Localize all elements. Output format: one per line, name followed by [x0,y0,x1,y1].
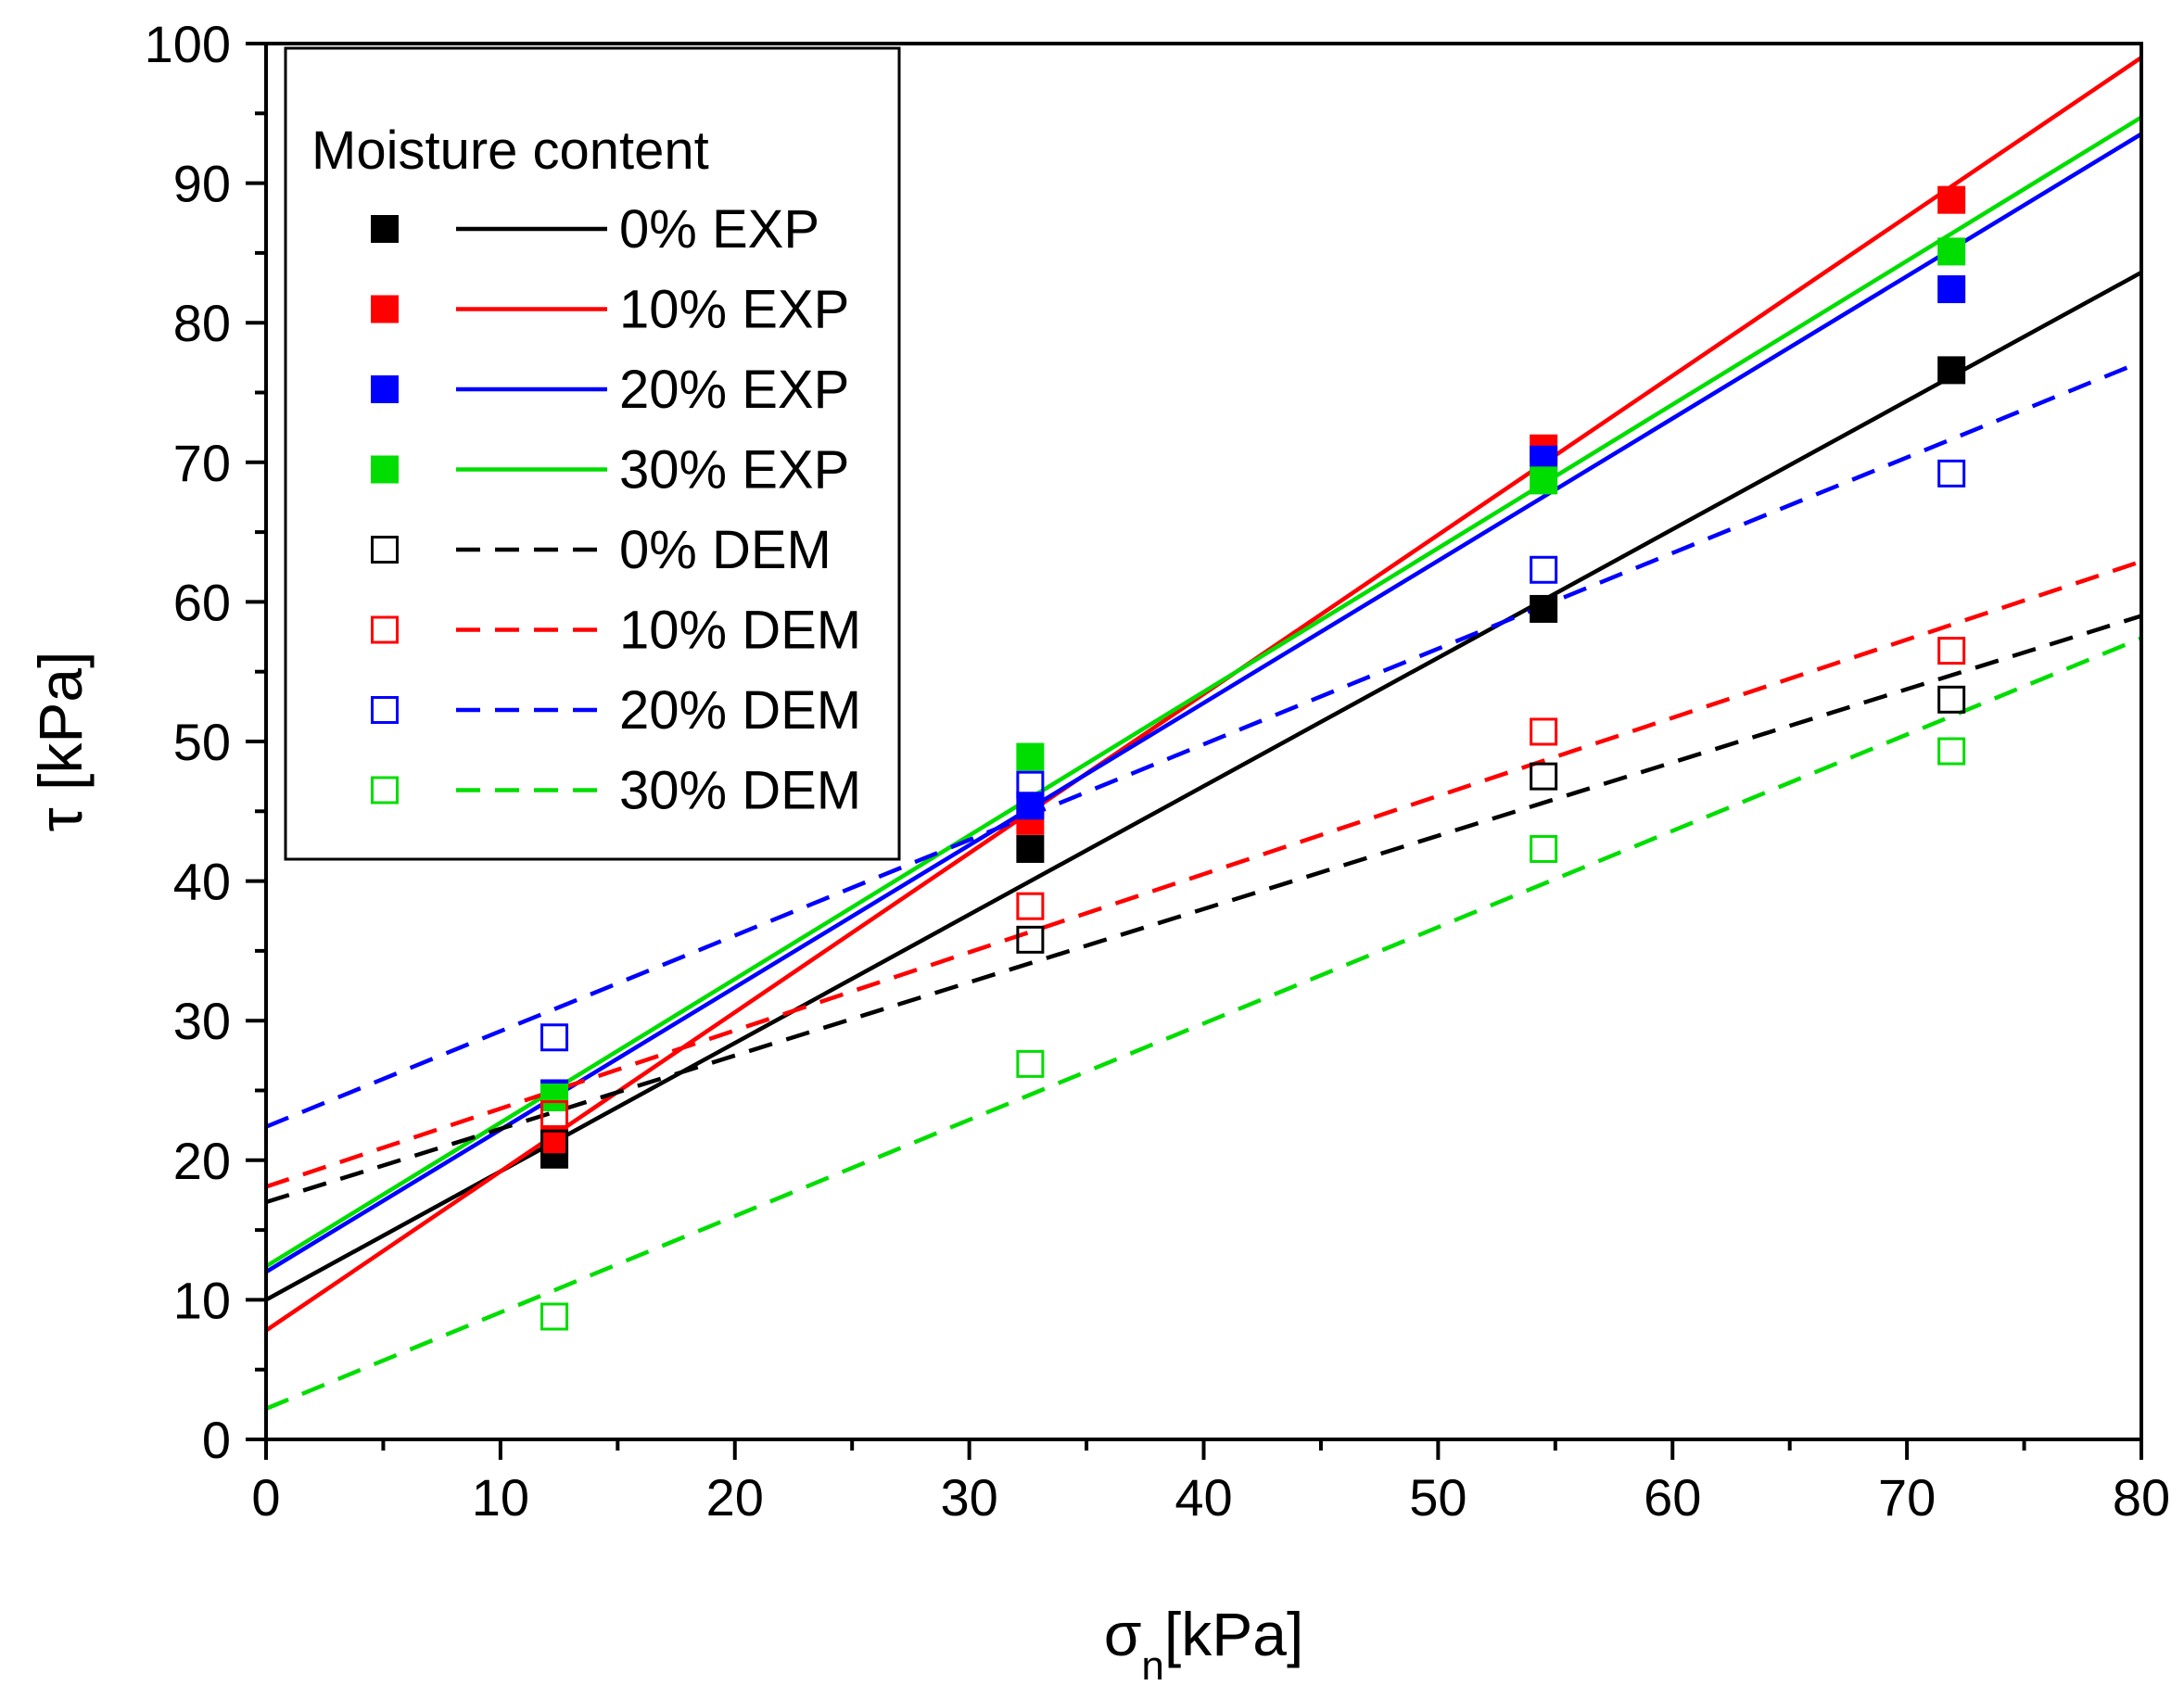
data-point [1937,685,1966,714]
data-point [540,1302,569,1331]
y-tick-label: 100 [145,15,231,73]
data-point [540,1129,569,1158]
y-tick-label: 40 [173,853,231,911]
data-markers [540,185,1966,1331]
data-point [1016,742,1045,771]
axis-titles: σn[kPa] τ [kPa] [26,652,1303,1689]
x-tick-label: 10 [472,1468,529,1527]
legend-marker [371,615,399,644]
legend-marker [371,696,399,724]
data-point [1016,892,1045,920]
y-tick-label: 10 [173,1271,231,1329]
x-tick-label: 40 [1175,1468,1232,1527]
x-tick-label: 80 [2113,1468,2170,1527]
legend-label: 10% EXP [619,280,849,340]
fit-line-3 [266,115,2141,1269]
fit-line-0 [266,271,2141,1302]
data-point [1530,834,1558,863]
data-point [1530,717,1558,746]
data-point [1016,1049,1045,1078]
y-tick-label: 80 [173,294,231,352]
y-axis-title: τ [kPa] [26,652,95,832]
x-tick-label: 50 [1409,1468,1467,1527]
x-axis-title-subscript: n [1141,1643,1163,1689]
data-point [1937,237,1966,266]
axes: 0 10 20 30 40 50 60 70 80 0 10 20 30 40 50 60 70 80 90 100 [145,15,2171,1527]
data-point [1937,459,1966,488]
legend-label: 0% DEM [619,520,832,580]
data-point [1016,834,1045,863]
x-axis-title-unit: [kPa] [1164,1600,1303,1668]
data-point [1016,770,1045,799]
data-point [1530,555,1558,584]
data-point [540,1083,569,1112]
data-point [540,1125,569,1154]
y-tick-label: 90 [173,155,231,213]
y-tick-label: 30 [173,992,231,1050]
legend-marker [371,455,399,484]
y-tick-label: 20 [173,1132,231,1190]
data-point [1530,594,1558,623]
legend-label: 10% DEM [619,601,861,661]
x-tick-label: 70 [1878,1468,1936,1527]
legend-marker [371,776,399,805]
data-point [1937,637,1966,665]
legend-title: Moisture content [311,120,709,181]
fit-line-5 [266,559,2141,1189]
data-point [540,1100,569,1129]
data-point [1937,737,1966,766]
y-tick-label: 70 [173,434,231,492]
legend-label: 0% EXP [619,199,819,260]
data-point [1937,185,1966,214]
legend-label: 30% EXP [619,440,849,501]
data-point [540,1023,569,1052]
data-point [1530,762,1558,791]
data-point [1937,275,1966,304]
legend-marker [371,295,399,323]
legend-marker [371,375,399,403]
legend-label: 20% EXP [619,360,849,420]
legend-marker [371,215,399,243]
y-tick-label: 0 [202,1411,231,1469]
x-tick-label: 20 [706,1468,764,1527]
legend-box [284,46,901,861]
y-tick-label: 50 [173,713,231,771]
fit-line-6 [266,360,2141,1129]
y-tick-label: 60 [173,573,231,631]
fit-line-7 [266,636,2141,1411]
legend-label: 30% DEM [619,761,861,821]
x-tick-label: 0 [251,1468,280,1527]
x-tick-label: 60 [1644,1468,1701,1527]
x-axis-title: σn[kPa] [1104,1600,1304,1689]
fit-line-4 [266,614,2141,1205]
x-tick-label: 30 [940,1468,997,1527]
fit-lines [266,56,2141,1411]
legend-label: 20% DEM [619,680,861,741]
data-point [1016,925,1045,954]
x-axis-title-symbol: σ [1104,1600,1142,1668]
legend-marker [371,536,399,564]
data-point [1530,466,1558,495]
legend: Moisture content 0% EXP 10% EXP 20% EXP 30% … [284,46,901,861]
data-point [1937,356,1966,385]
